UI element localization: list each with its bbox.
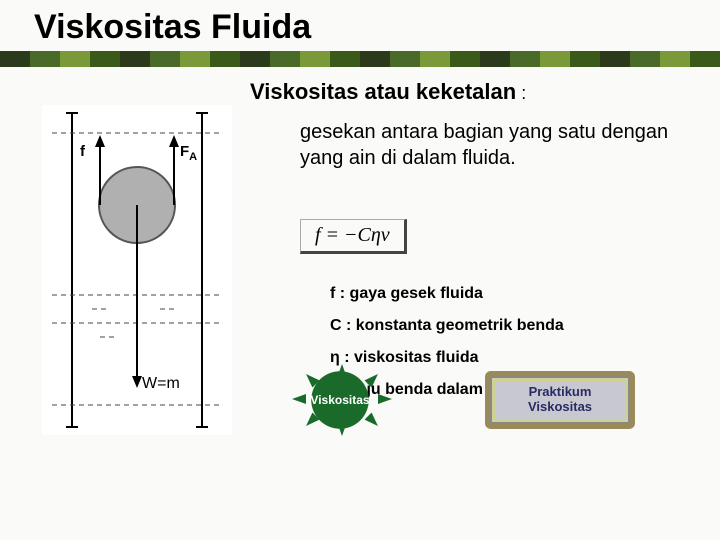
definition-item: C : konstanta geometrik benda	[330, 317, 700, 335]
diagram-svg	[42, 105, 232, 435]
page-title: Viskositas Fluida	[0, 0, 720, 51]
body-paragraph: gesekan antara bagian yang satu dengan y…	[300, 119, 670, 171]
viskositas-star-badge[interactable]: Viskositas	[280, 370, 400, 430]
rect-badge-line1: Praktikum	[529, 385, 592, 400]
diagram-label-f: f	[80, 143, 85, 160]
diagram-label-w: W=m	[142, 375, 180, 393]
subtitle-colon: :	[516, 83, 526, 103]
subtitle-text: Viskositas atau keketalan	[250, 79, 516, 104]
diagram-label-fa-sub: A	[189, 151, 197, 163]
diagram-label-fa-main: F	[180, 143, 189, 160]
viscosity-diagram: f FA W=m	[42, 105, 232, 435]
definition-item: η : viskositas fluida	[330, 349, 700, 367]
subtitle: Viskositas atau keketalan :	[250, 79, 700, 105]
definition-item: f : gaya gesek fluida	[330, 285, 700, 303]
diagram-label-fa: FA	[180, 143, 197, 163]
praktikum-badge[interactable]: Praktikum Viskositas	[490, 376, 630, 424]
content-area: Viskositas atau keketalan : gesekan anta…	[0, 67, 720, 117]
rect-badge-line2: Viskositas	[528, 400, 592, 415]
decorative-stripe	[0, 51, 720, 67]
equation-box: f = −Cηv	[300, 219, 407, 254]
star-badge-label: Viskositas	[310, 393, 369, 407]
